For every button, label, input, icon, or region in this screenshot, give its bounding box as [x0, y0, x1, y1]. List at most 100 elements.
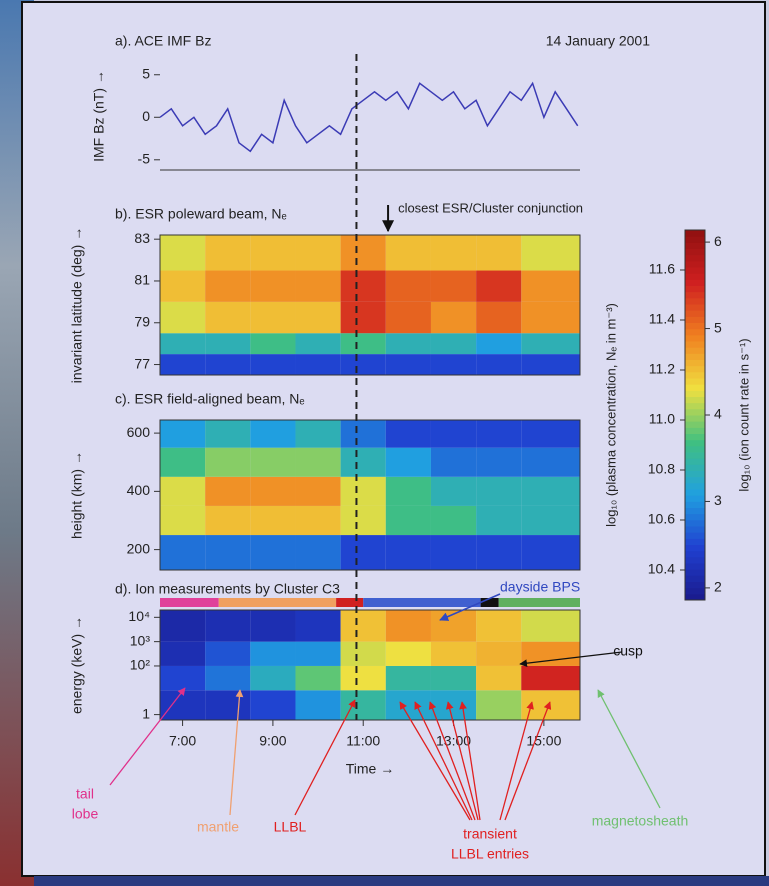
heatmap-cell: [340, 301, 386, 334]
heatmap-cell: [385, 641, 431, 666]
colorbar-step: [685, 452, 705, 459]
annotation-label: mantle: [197, 819, 239, 835]
heatmap-cell: [160, 420, 206, 448]
y-axis-label: invariant latitude (deg) →: [69, 227, 85, 383]
annotation-label: lobe: [72, 806, 99, 822]
heatmap-cell: [521, 235, 580, 271]
heatmap-cell: [205, 354, 251, 375]
y-tick-label: 10⁴: [128, 608, 150, 624]
heatmap-cell: [476, 535, 522, 570]
heatmap-cell: [205, 665, 251, 691]
colorbar-step: [685, 353, 705, 360]
colorbar-step: [685, 285, 705, 293]
colorbar-step: [685, 310, 705, 317]
colorbar-step: [685, 482, 705, 490]
heatmap-cell: [476, 505, 522, 536]
annotation-arrow: [399, 701, 471, 821]
heatmap-cell: [250, 235, 296, 271]
colorbar-step: [685, 439, 705, 447]
heatmap-cell: [385, 235, 431, 271]
plot-frame: [159, 419, 581, 571]
colorbar-step: [685, 304, 705, 311]
heatmap-cell: [430, 641, 477, 666]
heatmap-cell: [521, 535, 580, 570]
heatmap-cell: [160, 354, 206, 375]
annotation-label: LLBL: [274, 819, 307, 835]
heatmap-cell: [476, 333, 522, 355]
heatmap-cell: [340, 690, 386, 720]
heatmap-cell: [250, 665, 296, 691]
heatmap-cell: [160, 235, 206, 271]
heatmap-cell: [476, 690, 522, 720]
colorbar-step: [685, 519, 705, 527]
region-segment: [336, 598, 364, 607]
heatmap-cell: [205, 301, 251, 334]
heatmap-cell: [205, 270, 251, 302]
heatmap-cell: [205, 505, 251, 536]
heatmap-cell: [205, 641, 251, 666]
heatmap-cell: [160, 505, 206, 536]
region-segment: [498, 598, 580, 607]
heatmap-cell: [340, 476, 386, 506]
y-tick-label: 400: [127, 482, 151, 498]
heatmap-cell: [476, 447, 522, 477]
y-tick-label: 200: [127, 540, 151, 556]
region-arrow: [439, 593, 501, 621]
annotation-label: magnetosheath: [592, 813, 689, 829]
region-segment: [480, 598, 499, 607]
heatmap-cell: [295, 301, 341, 334]
y-tick-label: 1: [142, 705, 150, 721]
heatmap-cell: [430, 333, 477, 355]
heatmap-cell: [430, 665, 477, 691]
heatmap-cell: [250, 535, 296, 570]
y-tick-label: 10²: [130, 657, 151, 673]
colorbar-step: [685, 230, 705, 237]
colorbar-step: [685, 341, 705, 348]
colorbar-tick-label: 3: [714, 492, 722, 508]
colorbar-step: [685, 569, 705, 576]
colorbar-step: [685, 328, 705, 336]
heatmap-cell: [521, 505, 580, 536]
heatmap-cell: [430, 354, 477, 375]
heatmap-cell: [521, 420, 580, 448]
heatmap-cell: [476, 476, 522, 506]
heatmap-cell: [205, 235, 251, 271]
heatmap-cell: [250, 690, 296, 720]
heatmap-cell: [250, 270, 296, 302]
heatmap-cell: [430, 301, 477, 334]
heatmap-cell: [430, 447, 477, 477]
heatmap-cell: [160, 610, 206, 642]
colorbar-step: [685, 378, 705, 385]
bottom-strip: [34, 876, 769, 886]
annotation-arrow: [499, 701, 534, 821]
heatmap-cell: [521, 333, 580, 355]
region-segment: [160, 598, 219, 607]
y-tick-label: -5: [138, 150, 151, 166]
x-tick-label: 11:00: [346, 733, 380, 749]
colorbar-step: [685, 532, 705, 539]
annotation-arrow: [445, 701, 479, 821]
colorbar-step: [685, 501, 705, 508]
x-tick-label: 7:00: [169, 733, 196, 749]
colorbar-step: [685, 408, 705, 416]
heatmap-cell: [521, 690, 580, 720]
heatmap-cell: [385, 447, 431, 477]
colorbar-step: [685, 445, 705, 453]
colorbar-step: [685, 593, 705, 601]
annotation-label: LLBL entries: [451, 846, 529, 862]
colorbar-step: [685, 575, 705, 582]
heatmap-cell: [521, 610, 580, 642]
heatmap-cell: [521, 665, 580, 691]
heatmap-cell: [160, 665, 206, 691]
colorbar-tick-label: 4: [714, 406, 722, 422]
heatmap-cell: [340, 420, 386, 448]
colorbar-step: [685, 587, 705, 595]
heatmap-cell: [476, 301, 522, 334]
heatmap-cell: [160, 690, 206, 720]
heatmap-cell: [430, 235, 477, 271]
y-tick-label: 81: [134, 272, 150, 288]
colorbar-step: [685, 334, 705, 342]
heatmap-cell: [476, 235, 522, 271]
y-tick-label: 79: [134, 313, 150, 329]
heatmap-cell: [430, 535, 477, 570]
